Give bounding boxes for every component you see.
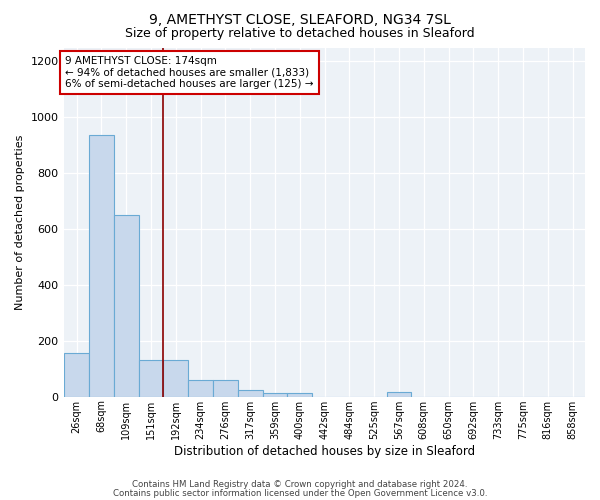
Bar — [386, 392, 412, 396]
Text: Size of property relative to detached houses in Sleaford: Size of property relative to detached ho… — [125, 28, 475, 40]
Bar — [238, 390, 263, 396]
Text: 9, AMETHYST CLOSE, SLEAFORD, NG34 7SL: 9, AMETHYST CLOSE, SLEAFORD, NG34 7SL — [149, 12, 451, 26]
Bar — [287, 394, 312, 396]
Bar — [89, 136, 114, 396]
Bar — [64, 354, 89, 397]
Bar — [114, 215, 139, 396]
Bar — [163, 360, 188, 396]
Bar — [139, 360, 163, 396]
Text: 9 AMETHYST CLOSE: 174sqm
← 94% of detached houses are smaller (1,833)
6% of semi: 9 AMETHYST CLOSE: 174sqm ← 94% of detach… — [65, 56, 314, 89]
Bar — [188, 380, 213, 396]
Bar — [263, 394, 287, 396]
Bar — [213, 380, 238, 396]
Y-axis label: Number of detached properties: Number of detached properties — [15, 134, 25, 310]
Text: Contains HM Land Registry data © Crown copyright and database right 2024.: Contains HM Land Registry data © Crown c… — [132, 480, 468, 489]
X-axis label: Distribution of detached houses by size in Sleaford: Distribution of detached houses by size … — [174, 444, 475, 458]
Text: Contains public sector information licensed under the Open Government Licence v3: Contains public sector information licen… — [113, 488, 487, 498]
